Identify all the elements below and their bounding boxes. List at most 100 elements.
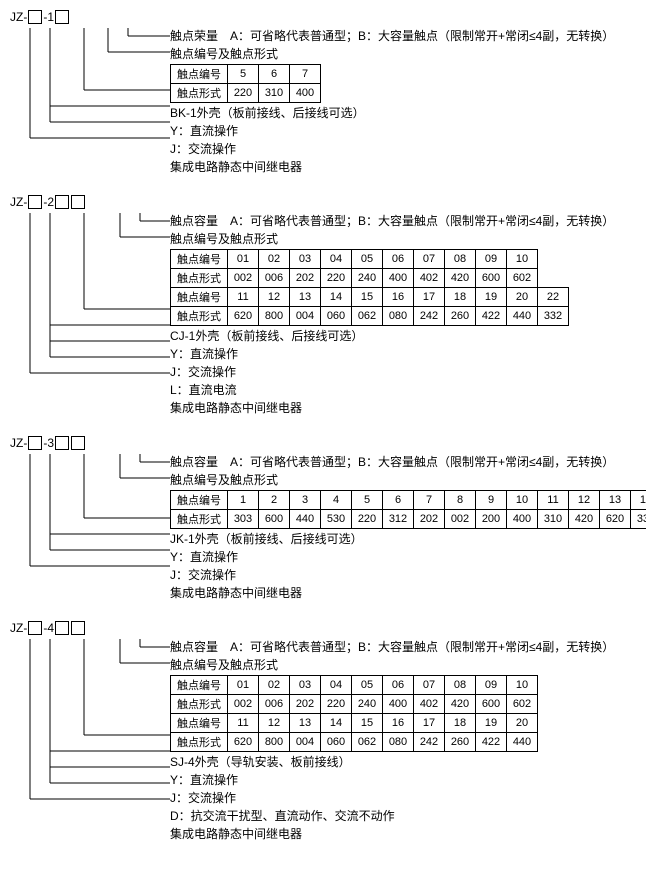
description-line: 触点编号及触点形式 bbox=[170, 46, 636, 62]
connector-tree bbox=[10, 454, 170, 596]
placeholder-box bbox=[55, 10, 69, 24]
table-cell: 15 bbox=[352, 288, 383, 307]
table-cell: 10 bbox=[507, 676, 538, 695]
table-cell: 04 bbox=[321, 676, 352, 695]
table-cell: 420 bbox=[445, 269, 476, 288]
description-line: D：抗交流干扰型、直流动作、交流不动作 bbox=[170, 808, 636, 824]
table-cell: 260 bbox=[445, 733, 476, 752]
table-cell: 402 bbox=[414, 269, 445, 288]
table-header-cell: 触点形式 bbox=[171, 510, 228, 529]
description-line: 集成电路静态中间继电器 bbox=[170, 826, 636, 842]
table-cell: 05 bbox=[352, 676, 383, 695]
table-cell: 220 bbox=[321, 269, 352, 288]
placeholder-box bbox=[71, 436, 85, 450]
table-header-cell: 触点形式 bbox=[171, 733, 228, 752]
table-cell: 006 bbox=[259, 695, 290, 714]
table-cell: 303 bbox=[228, 510, 259, 529]
table-cell: 05 bbox=[352, 250, 383, 269]
table-cell: 8 bbox=[445, 491, 476, 510]
table-cell: 400 bbox=[507, 510, 538, 529]
table-cell: 440 bbox=[507, 307, 538, 326]
table-cell: 220 bbox=[321, 695, 352, 714]
model-segment: JZ- bbox=[10, 436, 27, 450]
table-cell: 800 bbox=[259, 307, 290, 326]
placeholder-box bbox=[28, 436, 42, 450]
table-cell: 13 bbox=[600, 491, 631, 510]
table-cell: 14 bbox=[631, 491, 646, 510]
table-cell: 080 bbox=[383, 307, 414, 326]
table-cell: 062 bbox=[352, 307, 383, 326]
placeholder-box bbox=[55, 621, 69, 635]
model-segment: JZ- bbox=[10, 621, 27, 635]
table-cell: 09 bbox=[476, 250, 507, 269]
table-cell: 11 bbox=[538, 491, 569, 510]
table-cell: 12 bbox=[259, 714, 290, 733]
table-cell: 602 bbox=[507, 269, 538, 288]
table-cell: 332 bbox=[631, 510, 646, 529]
table-cell: 060 bbox=[321, 733, 352, 752]
placeholder-box bbox=[55, 436, 69, 450]
connector-tree bbox=[10, 639, 170, 815]
table-cell: 220 bbox=[352, 510, 383, 529]
placeholder-box bbox=[28, 10, 42, 24]
table-cell: 2 bbox=[259, 491, 290, 510]
model-segment: 2 bbox=[47, 195, 54, 209]
table-cell: 202 bbox=[290, 269, 321, 288]
description-line: Y：直流操作 bbox=[170, 123, 636, 139]
table-cell: 400 bbox=[290, 84, 321, 103]
table-cell: 620 bbox=[600, 510, 631, 529]
description-line: 集成电路静态中间继电器 bbox=[170, 585, 646, 601]
table-row: 触点形式620800004060062080242260422440 bbox=[171, 733, 538, 752]
contact-table: 触点编号01020304050607080910触点形式002006202220… bbox=[170, 675, 538, 752]
table-cell: 17 bbox=[414, 714, 445, 733]
table-header-cell: 触点编号 bbox=[171, 714, 228, 733]
description-content: 触点容量 A：可省略代表普通型；B：大容量触点（限制常开+常闭≤4副，无转换）触… bbox=[170, 454, 646, 603]
table-cell: 12 bbox=[259, 288, 290, 307]
model-segment: 1 bbox=[47, 10, 54, 24]
description-line: JK-1外壳（板前接线、后接线可选） bbox=[170, 531, 646, 547]
description-line: 触点编号及触点形式 bbox=[170, 657, 636, 673]
table-cell: 22 bbox=[538, 288, 569, 307]
table-cell: 600 bbox=[259, 510, 290, 529]
table-cell: 200 bbox=[476, 510, 507, 529]
table-cell: 07 bbox=[414, 676, 445, 695]
table-cell: 14 bbox=[321, 288, 352, 307]
table-header-cell: 触点形式 bbox=[171, 269, 228, 288]
table-header-cell: 触点编号 bbox=[171, 65, 228, 84]
table-cell: 002 bbox=[228, 269, 259, 288]
table-cell: 004 bbox=[290, 307, 321, 326]
contact-table: 触点编号1234567891011121314触点形式3036004405302… bbox=[170, 490, 646, 529]
table-cell: 202 bbox=[290, 695, 321, 714]
table-cell: 310 bbox=[259, 84, 290, 103]
table-cell: 242 bbox=[414, 307, 445, 326]
table-cell: 13 bbox=[290, 288, 321, 307]
table-cell: 002 bbox=[445, 510, 476, 529]
table-cell: 240 bbox=[352, 269, 383, 288]
contact-table: 触点编号01020304050607080910触点形式002006202220… bbox=[170, 249, 569, 326]
table-cell: 060 bbox=[321, 307, 352, 326]
table-cell: 602 bbox=[507, 695, 538, 714]
description-line: 集成电路静态中间继电器 bbox=[170, 159, 636, 175]
table-cell: 7 bbox=[290, 65, 321, 84]
description-line: CJ-1外壳（板前接线、后接线可选） bbox=[170, 328, 636, 344]
description-line: J：交流操作 bbox=[170, 364, 636, 380]
table-cell: 242 bbox=[414, 733, 445, 752]
description-content: 触点容量 A：可省略代表普通型；B：大容量触点（限制常开+常闭≤4副，无转换）触… bbox=[170, 639, 636, 844]
description-content: 触点荣量 A：可省略代表普通型；B：大容量触点（限制常开+常闭≤4副，无转换） 触… bbox=[170, 28, 636, 177]
model-segment: JZ- bbox=[10, 10, 27, 24]
model-code: JZ--4 bbox=[10, 621, 636, 635]
description-line: Y：直流操作 bbox=[170, 772, 636, 788]
table-cell: 10 bbox=[507, 491, 538, 510]
model-section: JZ--3 触点容量 A：可省略代表普通型；B：大容量触点（限制常开+常闭≤4副… bbox=[10, 436, 636, 603]
table-cell: 6 bbox=[383, 491, 414, 510]
table-cell: 14 bbox=[321, 714, 352, 733]
description-line: 触点荣量 A：可省略代表普通型；B：大容量触点（限制常开+常闭≤4副，无转换） bbox=[170, 28, 636, 44]
table-cell: 5 bbox=[228, 65, 259, 84]
description-line: BK-1外壳（板前接线、后接线可选） bbox=[170, 105, 636, 121]
table-row: 触点编号567 bbox=[171, 65, 321, 84]
table-cell: 080 bbox=[383, 733, 414, 752]
table-cell: 440 bbox=[290, 510, 321, 529]
description-line: J：交流操作 bbox=[170, 567, 646, 583]
table-cell: 20 bbox=[507, 714, 538, 733]
table-cell: 530 bbox=[321, 510, 352, 529]
